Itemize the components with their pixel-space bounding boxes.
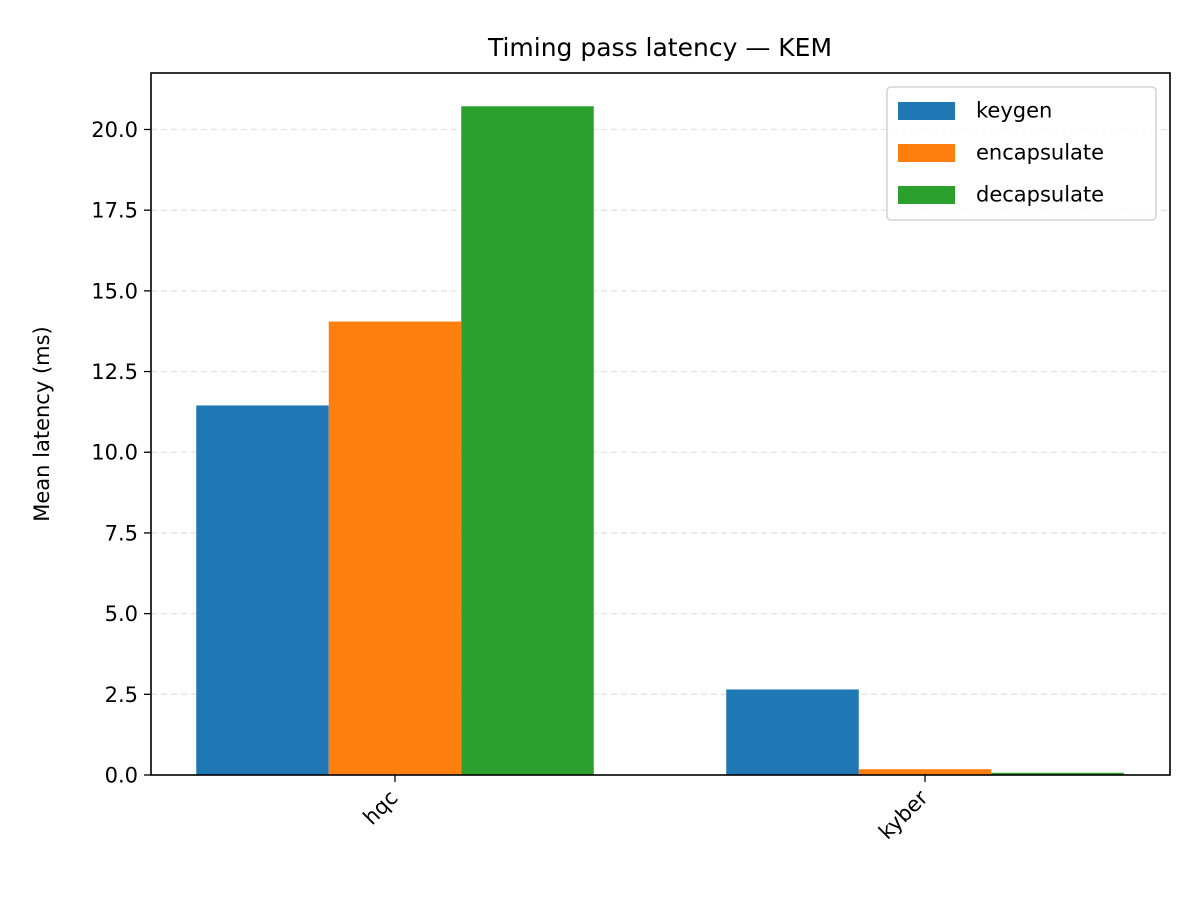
legend-swatch-keygen [898, 102, 955, 120]
legend-swatch-decapsulate [898, 186, 955, 204]
y-tick-label: 2.5 [105, 683, 138, 707]
x-tick-label: kyber [874, 785, 933, 844]
bar-encapsulate-kyber [858, 769, 992, 775]
bar-keygen-kyber [726, 689, 859, 775]
y-axis: 0.0 2.5 5.0 7.5 10.0 12.5 15.0 17.5 20.0 [91, 118, 151, 788]
y-tick-label: 0.0 [105, 764, 138, 788]
y-tick-label: 7.5 [105, 521, 138, 545]
x-tick-label: hqc [359, 786, 403, 830]
y-axis-title: Mean latency (ms) [30, 326, 54, 522]
bar-decapsulate-kyber [991, 772, 1124, 775]
plot-frame [150, 72, 1171, 776]
chart-title: Timing pass latency — KEM [487, 33, 832, 62]
y-tick-label: 20.0 [91, 118, 138, 142]
legend-label: decapsulate [976, 183, 1104, 207]
y-tick-label: 12.5 [91, 360, 138, 384]
y-tick-label: 15.0 [91, 279, 138, 303]
y-tick-label: 17.5 [91, 199, 138, 223]
y-tick-label: 10.0 [91, 441, 138, 465]
legend-swatch-encapsulate [898, 144, 955, 162]
legend-label: keygen [976, 99, 1052, 123]
x-axis: hqc kyber [359, 775, 933, 844]
legend-label: encapsulate [976, 141, 1104, 165]
bar-keygen-hqc [196, 405, 329, 775]
y-tick-label: 5.0 [105, 602, 138, 626]
bar-encapsulate-hqc [328, 321, 462, 775]
bars [196, 106, 1124, 775]
bar-decapsulate-hqc [461, 106, 594, 775]
legend: keygen encapsulate decapsulate [886, 86, 1157, 221]
